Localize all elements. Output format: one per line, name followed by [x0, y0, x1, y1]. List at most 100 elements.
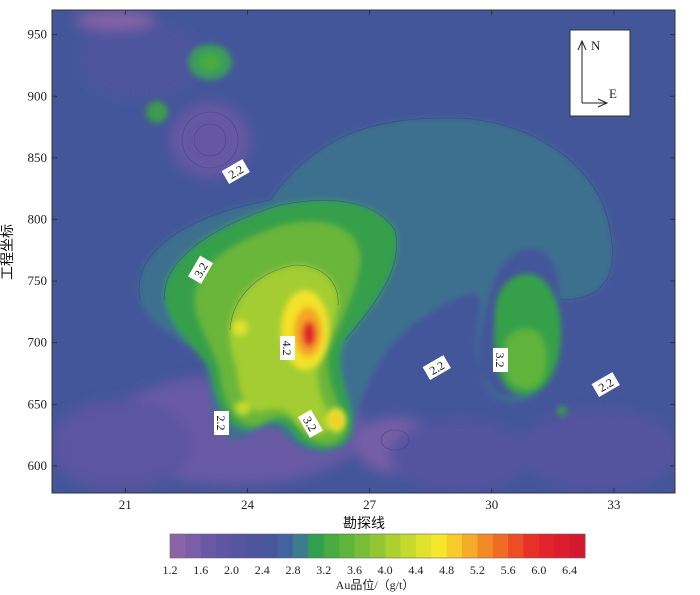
contour-label-text: 2.2: [427, 358, 447, 378]
north-arrow: N E: [569, 29, 631, 117]
low-zone: [520, 410, 675, 490]
colorbar-tick-label: 3.6: [347, 563, 362, 577]
low-zone: [75, 10, 155, 30]
contour-label: 2.2: [591, 372, 620, 398]
contour-label-box: [297, 409, 323, 438]
colorbar-tick-label: 5.2: [470, 563, 485, 577]
contour-line: [229, 264, 339, 331]
colorbar-tick-label: 6.4: [562, 563, 577, 577]
east-arrow-head: [597, 98, 609, 108]
colorbar-tick-label: 6.0: [531, 563, 546, 577]
north-arrow-head: [577, 39, 587, 51]
colorbar-tick-label: 2.0: [224, 563, 239, 577]
colorbar: 1.2 1.6 2.0 2.4 2.8 3.2 3.6 4.0 4.4 4.8 5.2 5.6 6.0 6…: [163, 533, 586, 577]
colorbar-swatch: [323, 534, 340, 558]
low-zone: [52, 400, 190, 490]
y-tick-label: 800: [28, 211, 48, 226]
contour-label-text: 2.2: [596, 375, 616, 395]
contour-line: [138, 117, 613, 301]
contour-label-box: [493, 348, 508, 372]
colorbar-swatch: [292, 534, 309, 558]
x-tick-label: 24: [241, 497, 255, 512]
colorbar-swatch: [400, 534, 417, 558]
contour-label: 3.2: [188, 255, 214, 284]
x-tick-label: 21: [119, 497, 132, 512]
contour-label-box: [280, 336, 295, 360]
colorbar-swatch: [462, 534, 478, 558]
colorbar-label: Au品位/（g/t）: [336, 577, 415, 592]
contour-label-box: [214, 411, 229, 435]
colorbar-swatch: [339, 534, 355, 558]
colorbar-tick-label: 2.4: [255, 563, 270, 577]
colorbar-swatch: [185, 534, 202, 558]
contour-label: 4.2: [280, 336, 295, 360]
contour-line: [164, 200, 397, 341]
contour-label-text: 3.2: [191, 260, 211, 280]
low-zone: [80, 20, 200, 100]
contour-line: [193, 123, 227, 157]
contour-label-box: [221, 159, 250, 185]
colorbar-tick-label: 4.8: [439, 563, 454, 577]
colorbar-swatch: [277, 534, 294, 558]
x-axis: 21 24 27 30 33: [119, 10, 620, 512]
y-tick-label: 650: [28, 396, 48, 411]
colorbar-swatch: [523, 534, 540, 558]
grade-zone-3-6-east: [503, 328, 547, 389]
grade-zone-west-low: [235, 401, 251, 415]
colorbar-frame: [169, 533, 586, 559]
contour-line: [181, 111, 239, 169]
contour-label-text: 2.2: [226, 162, 246, 182]
colorbar-swatch: [554, 534, 571, 558]
contour-label-text: 3.2: [300, 414, 320, 434]
low-zone: [390, 420, 530, 490]
colorbar-swatch: [477, 534, 494, 558]
grade-zone-southeast: [557, 406, 567, 416]
x-tick-label: 33: [607, 497, 620, 512]
x-axis-label: 勘探线: [343, 516, 385, 532]
grade-zone-south-high-core: [331, 414, 341, 426]
contour-label: 2.2: [214, 411, 229, 435]
contour-line: [380, 429, 410, 451]
colorbar-swatch: [231, 534, 248, 558]
grade-zone-west-upper-core: [199, 53, 221, 71]
colorbar-tick-label: 5.6: [501, 563, 516, 577]
contour-label-box: [591, 372, 620, 398]
colorbar-swatch: [354, 534, 371, 558]
x-tick-label: 30: [485, 497, 498, 512]
colorbar-swatch: [538, 534, 555, 558]
colorbar-tick-label: 1.6: [193, 563, 208, 577]
y-tick-label: 750: [28, 273, 48, 288]
colorbar-tick-label: 1.2: [163, 563, 178, 577]
north-label: N: [591, 38, 601, 53]
colorbar-swatch: [431, 534, 448, 558]
x-tick-label: 27: [363, 497, 377, 512]
colorbar-swatch: [446, 534, 463, 558]
colorbar-tick-label: 3.2: [316, 563, 331, 577]
colorbar-swatch: [385, 534, 402, 558]
contour-label-box: [422, 355, 451, 381]
y-tick-label: 600: [28, 458, 48, 473]
y-tick-label: 900: [28, 88, 48, 103]
colorbar-swatch: [508, 534, 525, 558]
colorbar-swatch: [170, 534, 186, 558]
colorbar-swatch: [308, 534, 325, 558]
grade-zone-west-mid: [232, 320, 248, 336]
y-tick-label: 850: [28, 150, 48, 165]
contour-label-text: 4.2: [280, 341, 294, 356]
grade-zone-6-4: [302, 321, 316, 347]
y-axis-label: 工程坐标: [0, 224, 16, 280]
contour-labels: 2.2 3.2 4.2 2.2 3.2 2.2 3.2 2.2: [188, 159, 620, 438]
east-label: E: [609, 86, 617, 101]
contour-label: 3.2: [493, 348, 508, 372]
colorbar-tick-label: 2.8: [285, 563, 300, 577]
contour-label: 3.2: [297, 409, 323, 438]
plot-frame: [51, 9, 676, 494]
colorbar-swatch: [246, 534, 263, 558]
colorbar-swatch: [216, 534, 232, 558]
contour-label: 2.2: [422, 355, 451, 381]
contour-label-box: [188, 255, 214, 284]
y-tick-label: 700: [28, 335, 48, 350]
y-tick-label: 950: [28, 27, 48, 42]
colorbar-swatch: [200, 534, 217, 558]
